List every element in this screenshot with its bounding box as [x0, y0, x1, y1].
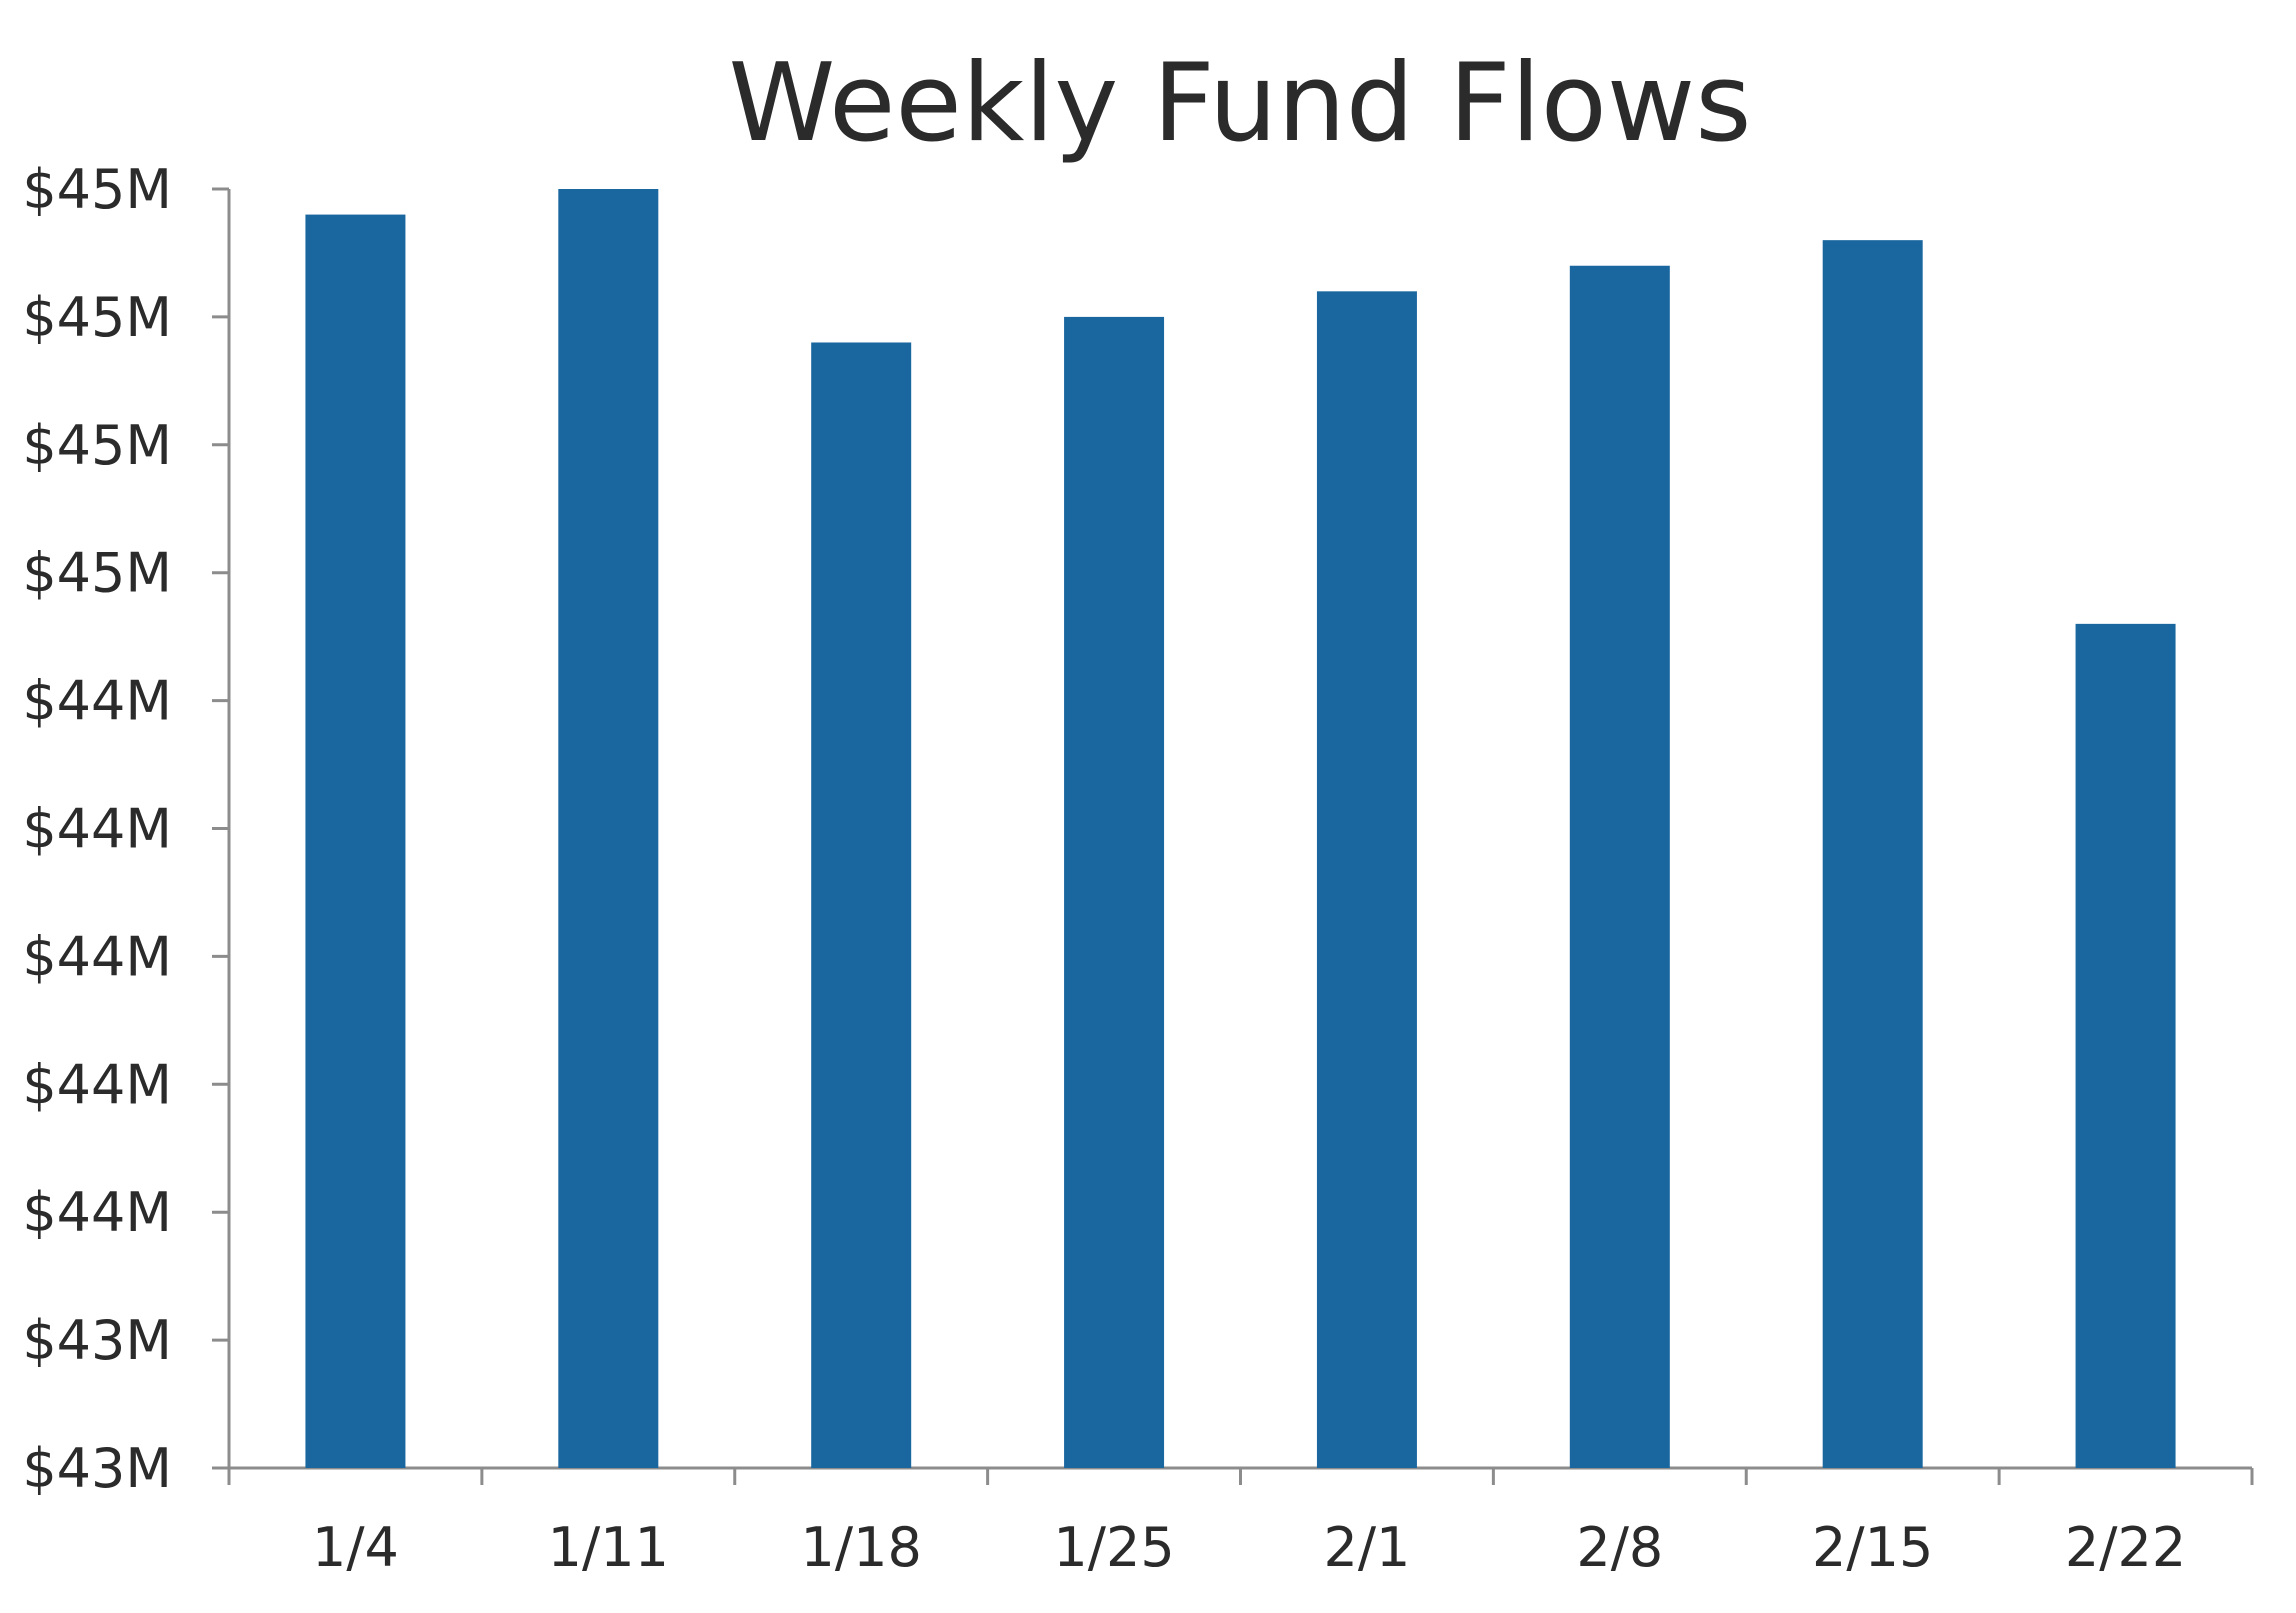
- x-tick-label: 2/15: [1812, 1516, 1933, 1579]
- bar-1-4: [305, 214, 406, 1469]
- y-tick-label: $45M: [22, 158, 172, 221]
- bar-1-18: [811, 342, 912, 1469]
- x-axis: 1/4 1/11 1/18 1/25 2/1 2/8 2/15 2/22: [227, 1466, 2254, 1579]
- bar-1-25: [1064, 316, 1165, 1468]
- bar-2-8: [1569, 265, 1670, 1468]
- bar-2-22: [2075, 623, 2176, 1468]
- bar-2-1: [1316, 291, 1417, 1468]
- y-tick-label: $44M: [22, 670, 172, 733]
- bar-2-15: [1822, 240, 1923, 1468]
- y-tick-label: $44M: [22, 925, 172, 988]
- bar-1-11: [558, 189, 659, 1468]
- y-axis: $43M $43M $44M $44M $44M $44M $44M $45M $45M $45M…: [22, 158, 231, 1500]
- bars: [305, 189, 2176, 1469]
- y-tick-label: $43M: [22, 1437, 172, 1500]
- x-tick-label: 2/22: [2065, 1516, 2186, 1579]
- y-tick-label: $45M: [22, 286, 172, 349]
- y-tick-label: $44M: [22, 798, 172, 861]
- x-tick-label: 1/25: [1053, 1516, 1174, 1579]
- y-tick-label: $44M: [22, 1181, 172, 1244]
- x-tick-label: 1/4: [312, 1516, 399, 1579]
- x-tick-label: 2/8: [1576, 1516, 1663, 1579]
- y-tick-label: $45M: [22, 542, 172, 605]
- y-tick-label: $43M: [22, 1309, 172, 1372]
- x-tick-label: 1/18: [801, 1516, 922, 1579]
- chart-title: Weekly Fund Flows: [729, 41, 1752, 166]
- x-tick-label: 2/1: [1323, 1516, 1410, 1579]
- x-tick-label: 1/11: [548, 1516, 669, 1579]
- y-tick-label: $44M: [22, 1053, 172, 1116]
- y-tick-label: $45M: [22, 414, 172, 477]
